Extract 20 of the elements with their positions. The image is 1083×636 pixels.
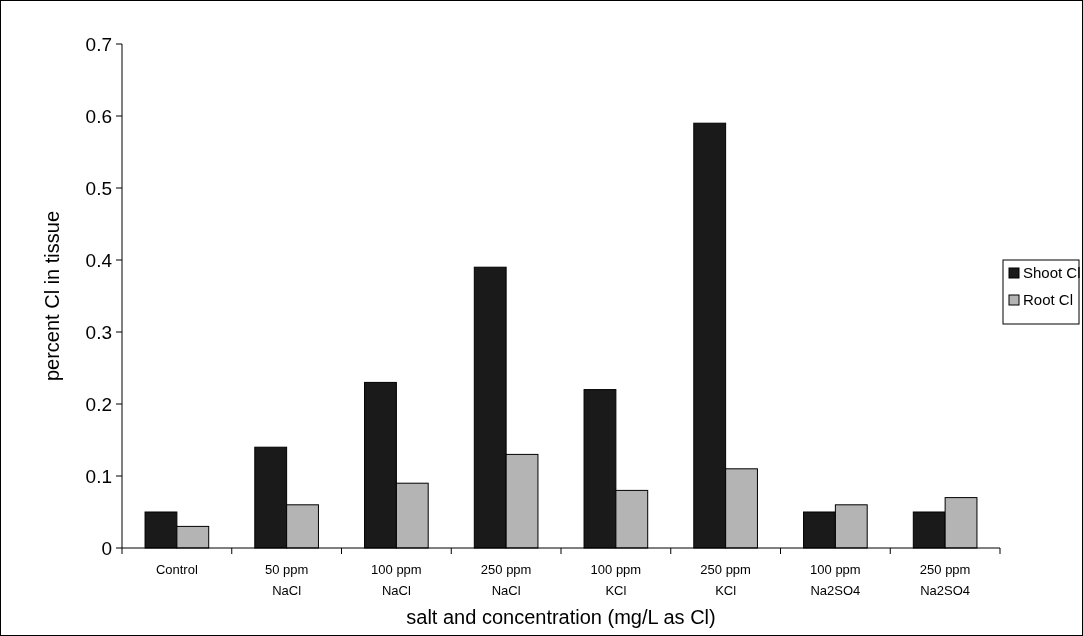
x-tick-label: 100 ppm KCl (590, 562, 642, 598)
x-tick-label: 100 ppm Na2SO4 (810, 562, 861, 598)
x-tick-label: 250 ppm KCl (700, 562, 751, 598)
y-tick-label: 0 (101, 537, 112, 559)
x-tick-label: 250 ppm NaCl (480, 562, 532, 598)
legend-label: Root Cl (1023, 291, 1074, 309)
x-tick-label: 50 ppm NaCl (264, 562, 309, 598)
x-tick-label: 100 ppm NaCl (371, 562, 422, 598)
y-axis-title: percent Cl in tissue (41, 210, 63, 382)
x-tick-label: Control (155, 562, 198, 577)
y-tick-label: 0.2 (85, 393, 112, 415)
legend-label: Shoot Cl (1023, 264, 1081, 282)
y-tick-label: 0.4 (85, 249, 113, 271)
x-tick-label: 250 ppm Na2SO4 (919, 562, 971, 598)
y-tick-label: 0.1 (85, 465, 112, 487)
y-tick-label: 0.6 (85, 105, 112, 127)
x-axis-title: salt and concentration (mg/L as Cl) (406, 606, 716, 628)
y-tick-label: 0.7 (85, 33, 112, 55)
y-tick-label: 0.5 (85, 177, 112, 199)
y-tick-label: 0.3 (85, 321, 112, 343)
